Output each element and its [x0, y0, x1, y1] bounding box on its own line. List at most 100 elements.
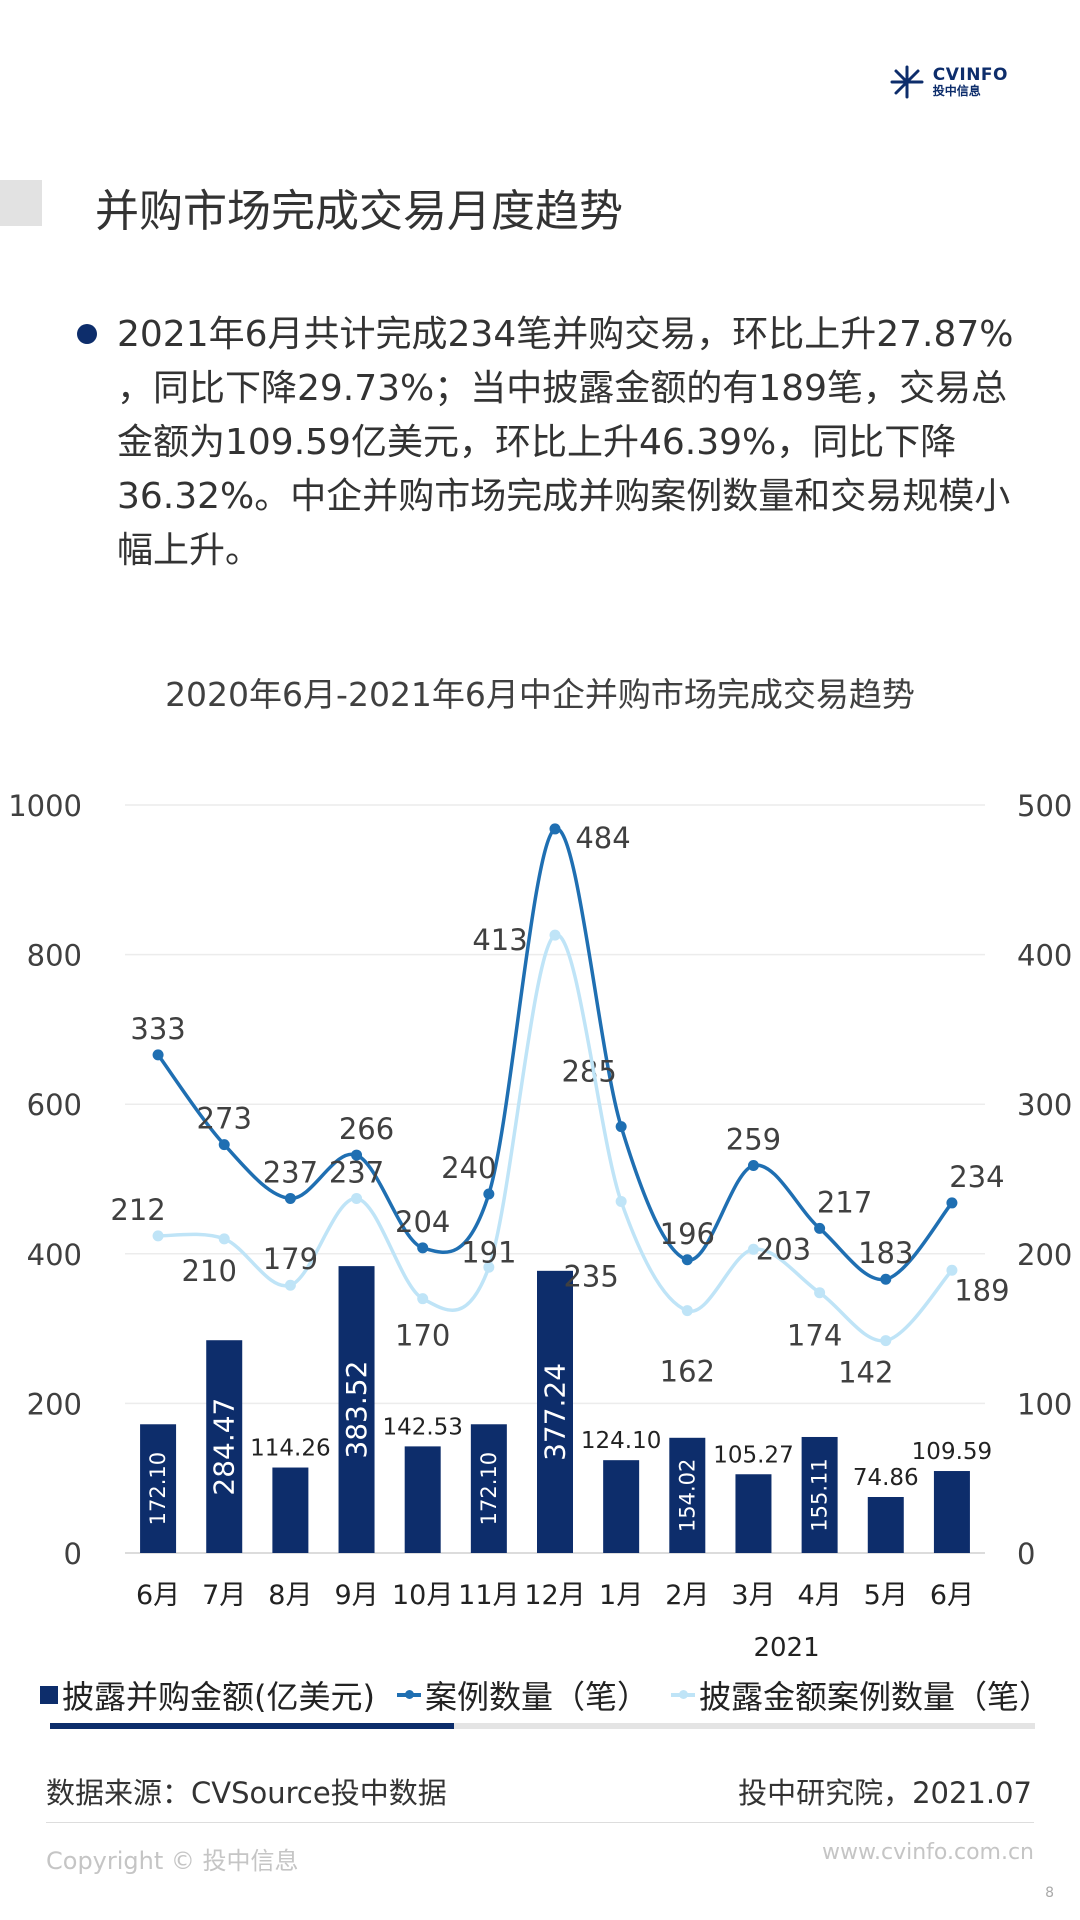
legend-item-amount: 披露并购金额(亿美元): [40, 1672, 375, 1718]
disclosed-count-line-value-label: 174: [787, 1319, 842, 1353]
case-count-line-point: [814, 1222, 826, 1234]
bar-value-label: 142.53: [382, 1414, 462, 1440]
bar: [537, 1270, 573, 1553]
disclosed-count-line-value-label: 413: [472, 923, 527, 957]
case-count-line-value-label: 217: [817, 1185, 872, 1219]
bar-value-label: 154.02: [675, 1459, 699, 1532]
bar-value-label: 105.27: [713, 1442, 793, 1468]
case-count-line-point: [218, 1139, 230, 1151]
x-tick-label: 5月: [864, 1580, 908, 1611]
disclosed-count-line-point: [351, 1192, 363, 1204]
bar: [603, 1460, 640, 1553]
disclosed-count-line-value-label: 210: [182, 1254, 237, 1288]
case-count-line-value-label: 240: [441, 1151, 496, 1185]
y-right-tick-label: 0: [1017, 1537, 1035, 1571]
case-count-line-value-label: 234: [949, 1160, 1004, 1194]
y-right-tick-label: 200: [1017, 1238, 1072, 1272]
chart-title: 2020年6月-2021年6月中企并购市场完成交易趋势: [165, 675, 915, 714]
case-count-line-point: [417, 1242, 429, 1254]
case-count-line-point: [946, 1197, 958, 1209]
case-count-line-point: [351, 1149, 363, 1161]
x-tick-label: 6月: [930, 1580, 974, 1611]
disclosed-count-line-point: [747, 1243, 759, 1255]
bar: [272, 1467, 309, 1553]
y-left-tick-label: 0: [64, 1537, 82, 1571]
disclosed-count-line-point: [549, 929, 561, 941]
legend-line-swatch-cases: [396, 1690, 421, 1699]
x-tick-label: 9月: [334, 1580, 378, 1611]
disclosed-count-line-value-label: 142: [838, 1356, 893, 1390]
chart-legend: 披露并购金额(亿美元) 案例数量（笔） 披露金额案例数量（笔）: [40, 1672, 1051, 1718]
disclosed-count-line-point: [814, 1287, 826, 1299]
bar-value-label: 172.10: [477, 1452, 501, 1525]
bar-value-label: 155.11: [808, 1458, 832, 1531]
summary-text: 2021年6月共计完成234笔并购交易，环比上升27.87% ，同比下降29.7…: [117, 314, 1014, 571]
bar: [735, 1474, 772, 1553]
y-left-tick-label: 800: [27, 939, 82, 973]
legend-progress-track: [50, 1723, 1035, 1729]
disclosed-count-line-value-label: 191: [461, 1235, 516, 1269]
x-tick-label: 6月: [136, 1580, 180, 1611]
legend-bar-swatch: [40, 1686, 58, 1704]
disclosed-count-line-value-label: 237: [329, 1155, 384, 1189]
case-count-line-point: [880, 1273, 892, 1285]
x-tick-label: 8月: [268, 1580, 312, 1611]
institute-date: 投中研究院，2021.07: [738, 1776, 1032, 1810]
copyright: Copyright © 投中信息: [46, 1847, 299, 1875]
case-count-line-value-label: 266: [339, 1112, 394, 1146]
legend-item-cases: 案例数量（笔）: [396, 1672, 649, 1718]
sunburst-icon: [890, 65, 924, 99]
legend-progress-fill: [50, 1723, 454, 1729]
disclosed-count-line-value-label: 203: [756, 1232, 811, 1266]
y-right-tick-label: 300: [1017, 1088, 1072, 1122]
case-count-line-value-label: 285: [561, 1055, 616, 1089]
website-link[interactable]: www.cvinfo.com.cn: [822, 1840, 1034, 1865]
page-title: 并购市场完成交易月度趋势: [95, 186, 623, 237]
disclosed-count-line-point: [218, 1233, 230, 1245]
y-right-tick-label: 100: [1017, 1387, 1072, 1421]
bar-value-label: 114.26: [250, 1436, 330, 1462]
y-left-tick-label: 1000: [8, 789, 82, 823]
case-count-line-point: [483, 1188, 495, 1200]
bar: [338, 1266, 375, 1553]
bar: [140, 1424, 177, 1553]
legend-label-amount: 披露并购金额(亿美元): [62, 1678, 375, 1716]
bar: [801, 1436, 838, 1553]
x-tick-label: 4月: [798, 1580, 842, 1611]
brand-logo: CVINFO 投中信息: [889, 64, 1008, 100]
page-number: 8: [1045, 1885, 1054, 1901]
bar-value-label: 377.24: [539, 1363, 572, 1461]
y-left-tick-label: 400: [27, 1238, 82, 1272]
case-count-line-value-label: 273: [197, 1102, 252, 1136]
disclosed-count-line-point: [483, 1261, 495, 1273]
x-tick-label: 1月: [599, 1580, 643, 1611]
y-left-tick-label: 200: [27, 1387, 82, 1421]
title-accent-bar: [0, 180, 42, 226]
disclosed-count-line-point: [284, 1279, 296, 1291]
x-tick-label: 3月: [731, 1580, 775, 1611]
y-right-tick-label: 400: [1017, 939, 1072, 973]
bar-value-label: 74.86: [853, 1465, 919, 1491]
disclosed-count-line-value-label: 179: [263, 1242, 318, 1276]
x-tick-label: 11月: [458, 1580, 519, 1611]
disclosed-count-line-point: [417, 1293, 429, 1305]
x-tick-label: 12月: [524, 1580, 585, 1611]
bar: [404, 1446, 441, 1553]
bar: [933, 1471, 970, 1553]
case-count-line-value-label: 196: [660, 1217, 715, 1251]
case-count-line-point: [284, 1192, 296, 1204]
legend-label-disclosed: 披露金额案例数量（笔）: [699, 1678, 1052, 1716]
disclosed-count-line-point: [681, 1305, 693, 1317]
bar: [470, 1424, 507, 1553]
disclosed-count-line-point: [880, 1335, 892, 1347]
case-count-line-point: [615, 1121, 627, 1133]
logo-name: CVINFO: [932, 64, 1008, 85]
case-count-line-point: [152, 1049, 164, 1061]
footer-divider: [46, 1822, 1034, 1823]
disclosed-count-line-value-label: 212: [110, 1193, 165, 1227]
case-count-line-value-label: 259: [726, 1123, 781, 1157]
case-count-line-value-label: 183: [858, 1236, 913, 1270]
legend-label-cases: 案例数量（笔）: [424, 1678, 649, 1716]
case-count-line-value-label: 484: [575, 821, 630, 855]
x-year-label: 2021: [753, 1633, 819, 1663]
